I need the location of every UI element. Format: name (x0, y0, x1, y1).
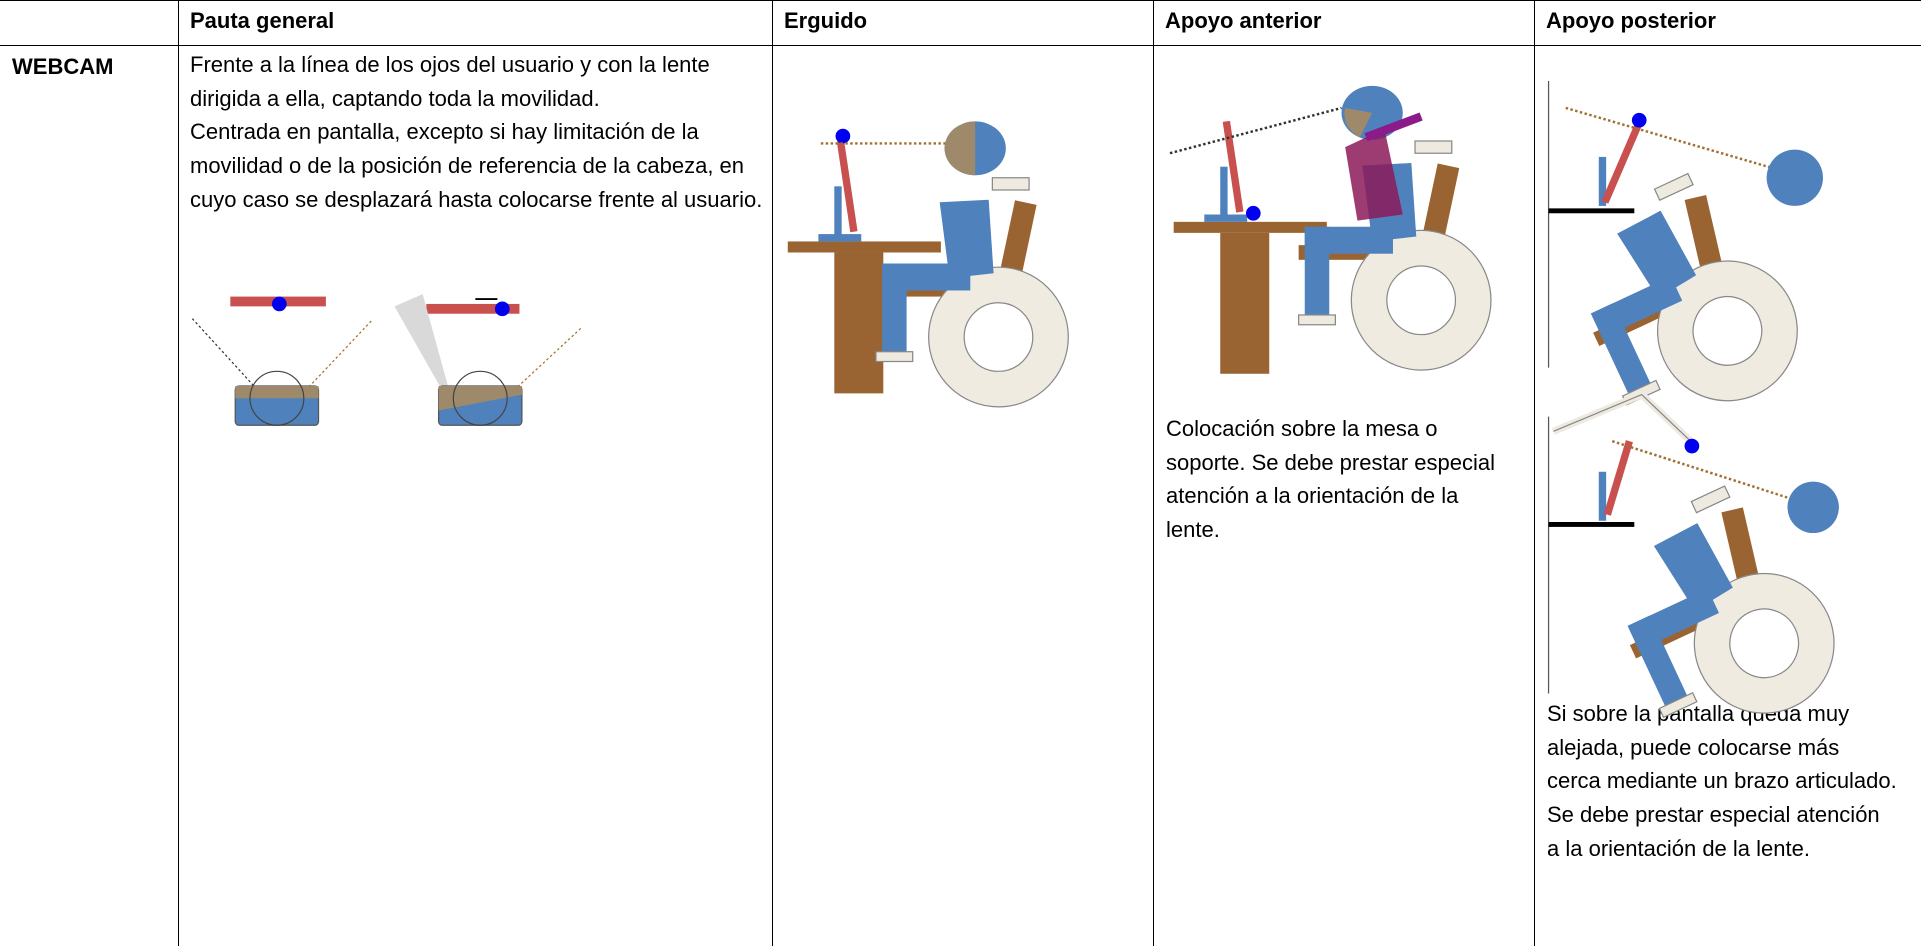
paragraph: Frente a la línea de los ojos del usuari… (190, 52, 710, 111)
rule (178, 0, 179, 946)
rule (0, 0, 1921, 1)
text-block: Colocación sobre la mesa o soporte. Se d… (1166, 416, 1495, 543)
row-label: WEBCAM (12, 54, 114, 79)
header-cell: Erguido (784, 8, 868, 33)
rule (0, 45, 1921, 46)
rule (772, 0, 773, 946)
paragraph: Centrada en pantalla, excepto si hay lim… (190, 119, 763, 212)
rule (1153, 0, 1154, 946)
text-block: Frente a la línea de los ojos del usuari… (190, 48, 765, 217)
header-cell: Pauta general (190, 8, 335, 33)
text-block: Si sobre la pantalla queda muy alejada, … (1547, 701, 1897, 861)
rule (1534, 0, 1535, 946)
header-cell: Apoyo posterior (1546, 8, 1716, 33)
header-cell: Apoyo anterior (1165, 8, 1322, 33)
